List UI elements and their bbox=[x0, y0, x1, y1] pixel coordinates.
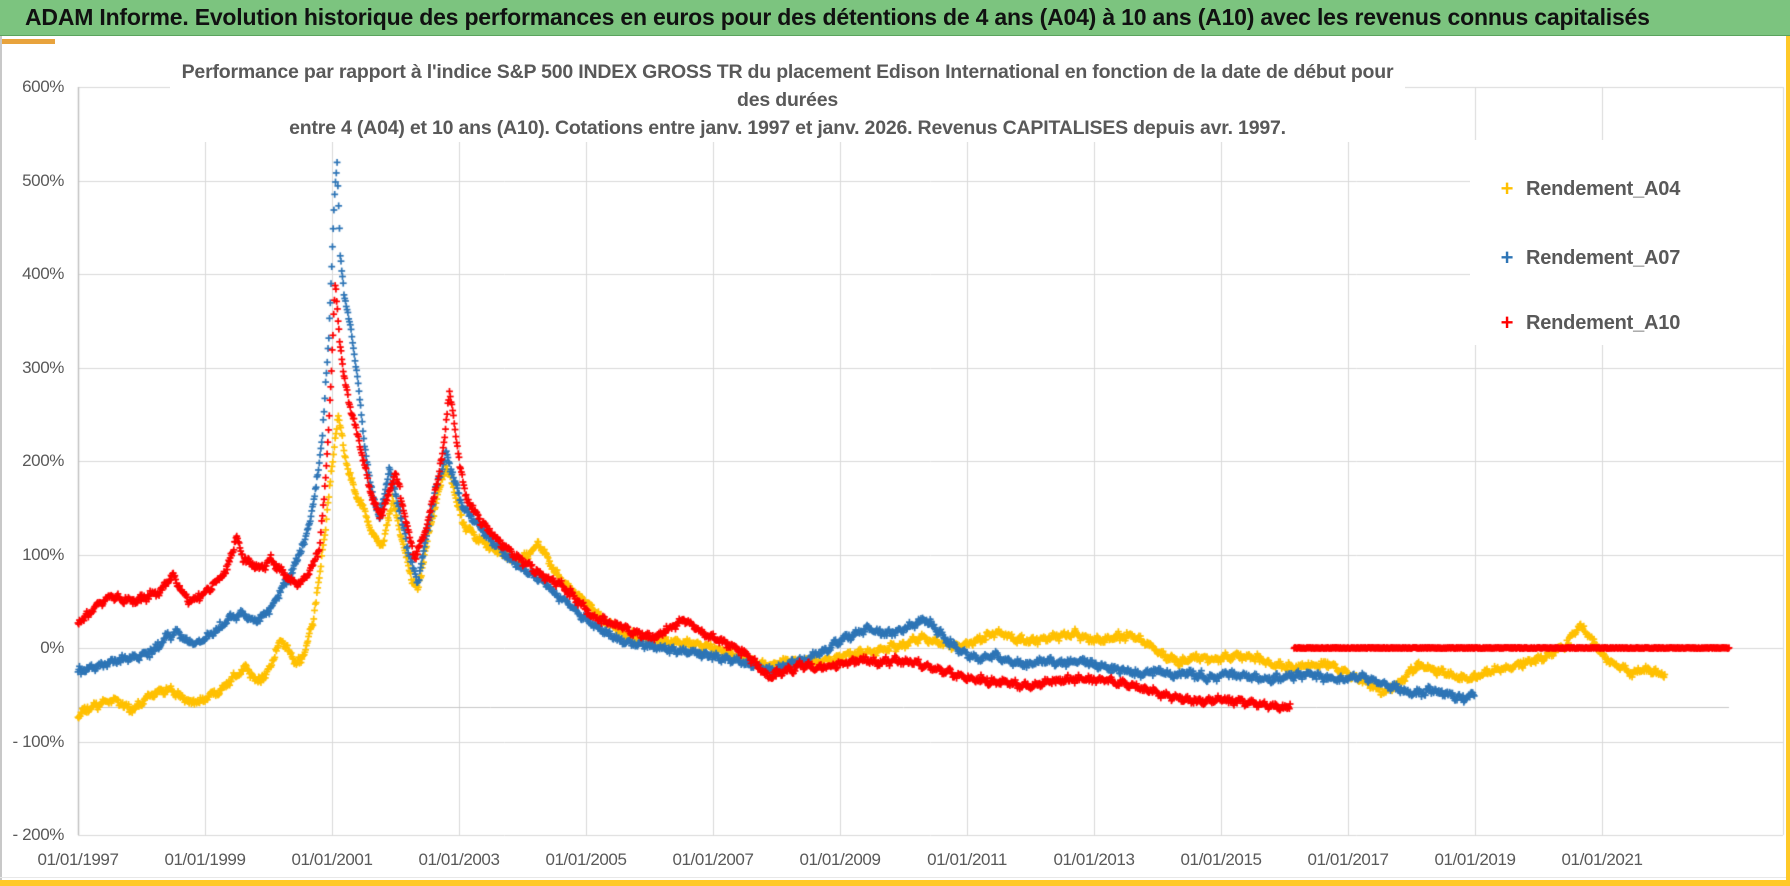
legend-item-a10: + Rendement_A10 bbox=[1470, 308, 1783, 338]
y-axis-tick: 100% bbox=[22, 544, 64, 564]
legend-item-a04: + Rendement_A04 bbox=[1470, 174, 1783, 204]
sheet-divider-line bbox=[0, 877, 1790, 878]
chart-title-line1: Performance par rapport à l'indice S&P 5… bbox=[181, 61, 1394, 111]
y-axis-tick: 400% bbox=[22, 264, 64, 283]
y-axis-tick: 200% bbox=[22, 451, 64, 470]
chart-title-line2: entre 4 (A04) et 10 ans (A10). Cotations… bbox=[289, 117, 1286, 139]
legend: + Rendement_A04 + Rendement_A07 + Rendem… bbox=[1470, 140, 1783, 345]
x-axis-tick: 01/01/2003 bbox=[418, 850, 500, 869]
legend-label: Rendement_A10 bbox=[1526, 311, 1681, 334]
gold-bottom-border bbox=[0, 880, 1790, 886]
x-axis-tick: 01/01/2009 bbox=[799, 850, 881, 869]
gold-right-border bbox=[1786, 36, 1790, 886]
legend-item-a07: + Rendement_A07 bbox=[1470, 243, 1783, 273]
x-axis-tick: 01/01/2011 bbox=[927, 850, 1007, 869]
y-axis-tick: - 200% bbox=[12, 825, 65, 844]
x-axis-tick: 01/01/1997 bbox=[37, 850, 119, 869]
y-axis-tick: 300% bbox=[22, 357, 64, 377]
x-axis-tick: 01/01/2013 bbox=[1053, 850, 1135, 869]
x-axis-tick: 01/01/2005 bbox=[545, 850, 627, 869]
plus-marker-icon: + bbox=[1500, 310, 1514, 335]
legend-label: Rendement_A07 bbox=[1526, 246, 1681, 269]
x-axis-tick: 01/01/2021 bbox=[1561, 850, 1643, 869]
chart-title: Performance par rapport à l'indice S&P 5… bbox=[170, 58, 1405, 142]
x-axis-tick: 01/01/2001 bbox=[291, 850, 373, 869]
y-axis-tick: - 100% bbox=[12, 731, 65, 751]
plus-marker-icon: + bbox=[1500, 176, 1514, 201]
x-axis-tick: 01/01/2019 bbox=[1434, 850, 1516, 869]
plus-marker-icon: + bbox=[1500, 245, 1514, 270]
y-axis-tick: 0% bbox=[40, 638, 64, 657]
legend-label: Rendement_A04 bbox=[1526, 177, 1681, 200]
x-axis-tick: 01/01/2017 bbox=[1307, 850, 1389, 869]
x-axis-tick: 01/01/2007 bbox=[672, 850, 754, 869]
y-axis-tick: 600% bbox=[22, 77, 64, 96]
x-axis-tick: 01/01/2015 bbox=[1180, 850, 1262, 869]
x-axis-tick: 01/01/1999 bbox=[164, 850, 246, 869]
y-axis-tick: 500% bbox=[22, 170, 64, 190]
